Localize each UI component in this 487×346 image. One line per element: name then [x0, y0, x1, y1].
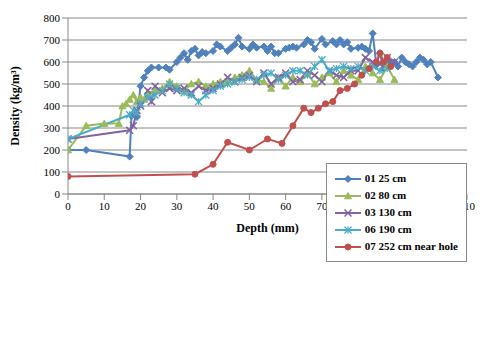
svg-text:80: 80 [353, 200, 365, 212]
svg-text:400: 400 [44, 100, 61, 112]
svg-text:0: 0 [55, 188, 61, 200]
svg-text:100: 100 [44, 166, 61, 178]
svg-text:200: 200 [44, 144, 61, 156]
svg-text:50: 50 [244, 200, 256, 212]
svg-text:30: 30 [171, 200, 183, 212]
svg-text:90: 90 [389, 200, 401, 212]
svg-text:100: 100 [422, 200, 439, 212]
svg-text:Density (kg/m³): Density (kg/m³) [8, 66, 22, 145]
svg-text:600: 600 [44, 56, 61, 68]
svg-text:800: 800 [44, 12, 61, 24]
svg-text:Depth (mm): Depth (mm) [236, 221, 298, 235]
svg-text:40: 40 [208, 200, 220, 212]
svg-text:110: 110 [459, 200, 476, 212]
svg-text:20: 20 [135, 200, 147, 212]
svg-text:300: 300 [44, 122, 61, 134]
svg-text:500: 500 [44, 78, 61, 90]
svg-text:700: 700 [44, 34, 61, 46]
svg-text:0: 0 [65, 200, 71, 212]
svg-text:70: 70 [316, 200, 328, 212]
svg-text:10: 10 [99, 200, 111, 212]
svg-text:60: 60 [280, 200, 292, 212]
